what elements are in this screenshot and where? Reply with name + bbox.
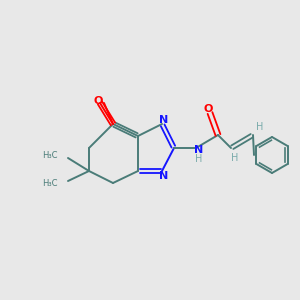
Text: O: O bbox=[203, 104, 213, 114]
Text: H: H bbox=[256, 122, 264, 132]
Text: H: H bbox=[195, 154, 203, 164]
Text: N: N bbox=[194, 145, 204, 155]
Text: H: H bbox=[231, 153, 239, 163]
Text: H₃C: H₃C bbox=[43, 152, 58, 160]
Text: O: O bbox=[93, 96, 103, 106]
Text: N: N bbox=[159, 171, 169, 181]
Text: H₃C: H₃C bbox=[43, 178, 58, 188]
Text: N: N bbox=[159, 115, 169, 125]
